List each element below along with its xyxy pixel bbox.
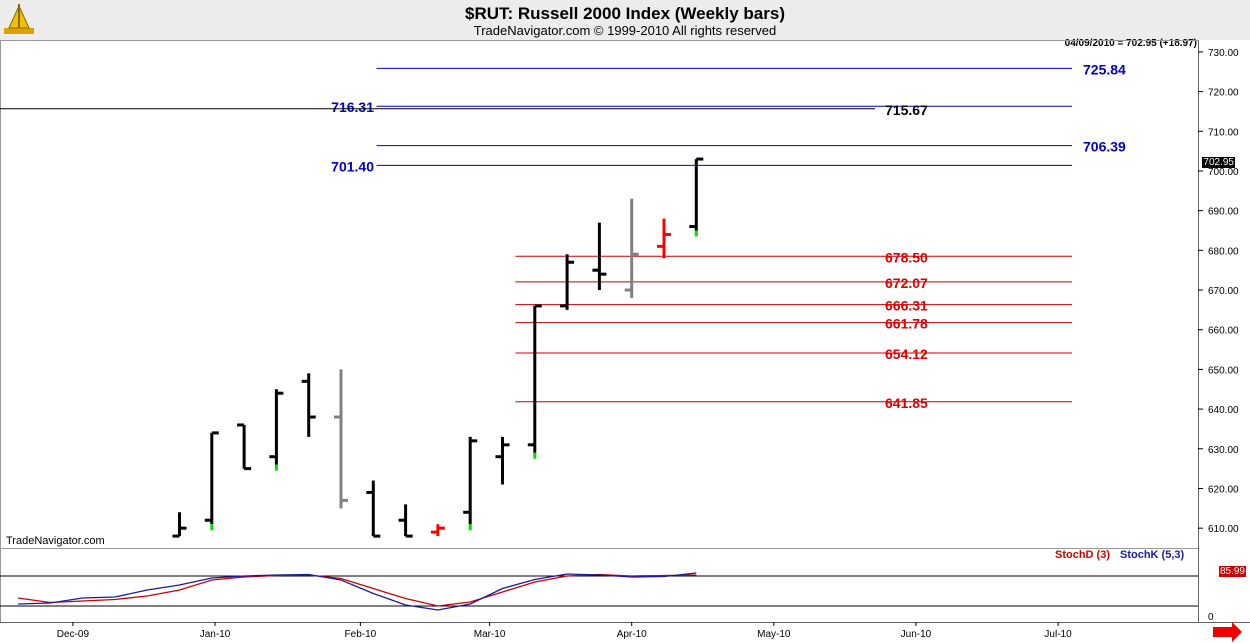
level-label: 701.40 xyxy=(331,158,374,174)
ohlc-bar xyxy=(366,480,381,538)
level-label: 678.50 xyxy=(885,249,928,265)
chart-header xyxy=(0,0,1250,40)
ohlc-bar xyxy=(560,254,575,310)
ohlc-bar xyxy=(495,436,510,485)
level-label: 654.12 xyxy=(885,346,928,362)
last-price-marker: 702.95 xyxy=(1202,157,1235,168)
stochd-line xyxy=(17,573,697,607)
level-label: 666.31 xyxy=(885,298,928,314)
price-tick-label: 730.00 xyxy=(1208,48,1239,59)
ohlc-bar xyxy=(624,198,639,298)
ohlc-bar xyxy=(430,524,445,537)
price-tick-label: 670.00 xyxy=(1208,286,1239,297)
trade-navigator-logo-icon xyxy=(4,4,34,34)
legend-stochd: StochD (3) xyxy=(1055,549,1110,561)
stoch-value-marker: 85.99 xyxy=(1218,566,1246,577)
price-tick-label: 720.00 xyxy=(1208,88,1239,99)
chart-subtitle: TradeNavigator.com © 1999-2010 All right… xyxy=(473,23,777,38)
price-tick-label: 710.00 xyxy=(1208,127,1239,138)
level-label: 725.84 xyxy=(1083,61,1126,77)
price-pane-border xyxy=(0,40,1199,549)
ohlc-bar xyxy=(204,431,219,531)
legend-stochk: StochK (5,3) xyxy=(1120,549,1185,561)
price-tick-label: 690.00 xyxy=(1208,207,1239,218)
date-tick-label: Jun-10 xyxy=(901,629,932,640)
level-label: 661.78 xyxy=(885,316,928,332)
date-tick-label: May-10 xyxy=(757,629,791,640)
ohlc-bar xyxy=(334,369,348,509)
ohlc-bar xyxy=(398,504,413,538)
ohlc-bar xyxy=(689,157,704,237)
date-tick-label: Jul-10 xyxy=(1044,629,1072,640)
ohlc-bar xyxy=(657,218,671,259)
date-tick-label: Feb-10 xyxy=(345,629,377,640)
chart-title: $RUT: Russell 2000 Index (Weekly bars) xyxy=(465,4,785,23)
level-label: 715.67 xyxy=(885,102,928,118)
price-readout: 04/09/2010 = 702.95 (+18.97) xyxy=(1064,38,1197,49)
level-label: 716.31 xyxy=(331,99,374,115)
price-tick-label: 650.00 xyxy=(1208,365,1239,376)
price-tick-label: 620.00 xyxy=(1208,484,1239,495)
price-tick-label: 700.00 xyxy=(1208,167,1239,178)
price-tick-label: 610.00 xyxy=(1208,524,1239,535)
level-label: 641.85 xyxy=(885,395,928,411)
date-tick-label: Jan-10 xyxy=(200,629,231,640)
price-tick-label: 680.00 xyxy=(1208,246,1239,257)
ohlc-bar xyxy=(592,222,607,291)
watermark: TradeNavigator.com xyxy=(6,535,105,547)
ohlc-bar xyxy=(237,423,252,471)
ohlc-bar xyxy=(527,304,542,459)
stochk-line xyxy=(17,572,697,611)
ohlc-bar xyxy=(463,436,478,531)
price-tick-label: 630.00 xyxy=(1208,445,1239,456)
ohlc-bar xyxy=(172,512,187,538)
date-tick-label: Apr-10 xyxy=(617,629,647,640)
ohlc-bar xyxy=(301,373,316,437)
price-tick-label: 640.00 xyxy=(1208,405,1239,416)
price-tick-label: 660.00 xyxy=(1208,326,1239,337)
level-label: 706.39 xyxy=(1083,139,1126,155)
level-label: 672.07 xyxy=(885,275,928,291)
date-tick-label: Dec-09 xyxy=(57,629,90,640)
date-tick-label: Mar-10 xyxy=(474,629,506,640)
stoch-tick-label: 0 xyxy=(1208,612,1214,623)
ohlc-bar xyxy=(269,389,284,471)
